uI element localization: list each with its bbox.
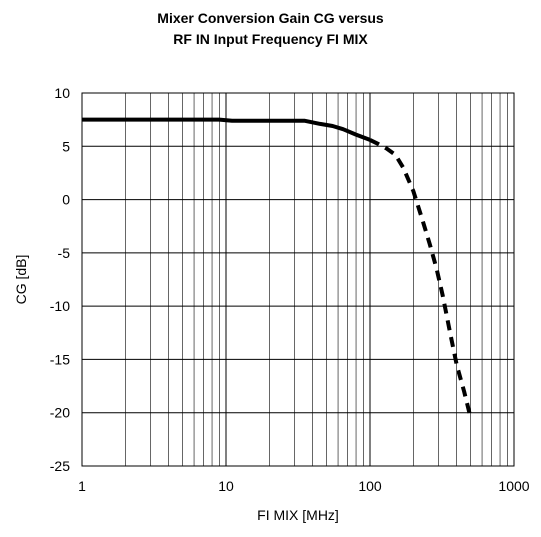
y-tick-label: -25 [50, 458, 70, 474]
major-gridlines [81, 92, 515, 467]
y-tick-label: -20 [50, 405, 70, 421]
y-tick-label: 10 [54, 85, 70, 101]
y-tick-label: 0 [62, 192, 70, 208]
plot-area-frame [81, 92, 515, 467]
x-tick-label: 100 [358, 478, 382, 494]
dashed-series-line [369, 138, 473, 419]
x-tick-label: 1000 [498, 478, 529, 494]
solid-series-line [82, 117, 371, 142]
chart-title-line-1: Mixer Conversion Gain CG versus [157, 10, 384, 26]
y-tick-label: -15 [50, 351, 70, 367]
minor-gridlines [125, 93, 508, 466]
y-axis-label: CG [dB] [13, 255, 29, 305]
chart-title: Mixer Conversion Gain CG versus RF IN In… [0, 8, 541, 50]
x-tick-label: 1 [78, 478, 86, 494]
y-tick-label: -5 [58, 245, 71, 261]
x-tick-labels: 1 10 100 1000 [78, 478, 530, 494]
x-tick-label: 10 [218, 478, 234, 494]
chart-title-line-2: RF IN Input Frequency FI MIX [173, 31, 368, 47]
y-tick-label: -10 [50, 298, 70, 314]
series-layer [82, 117, 473, 419]
y-tick-label: 5 [62, 138, 70, 154]
x-axis-label: FI MIX [MHz] [257, 507, 339, 523]
y-tick-labels: 10 5 0 -5 -10 -15 -20 -25 [50, 85, 70, 474]
